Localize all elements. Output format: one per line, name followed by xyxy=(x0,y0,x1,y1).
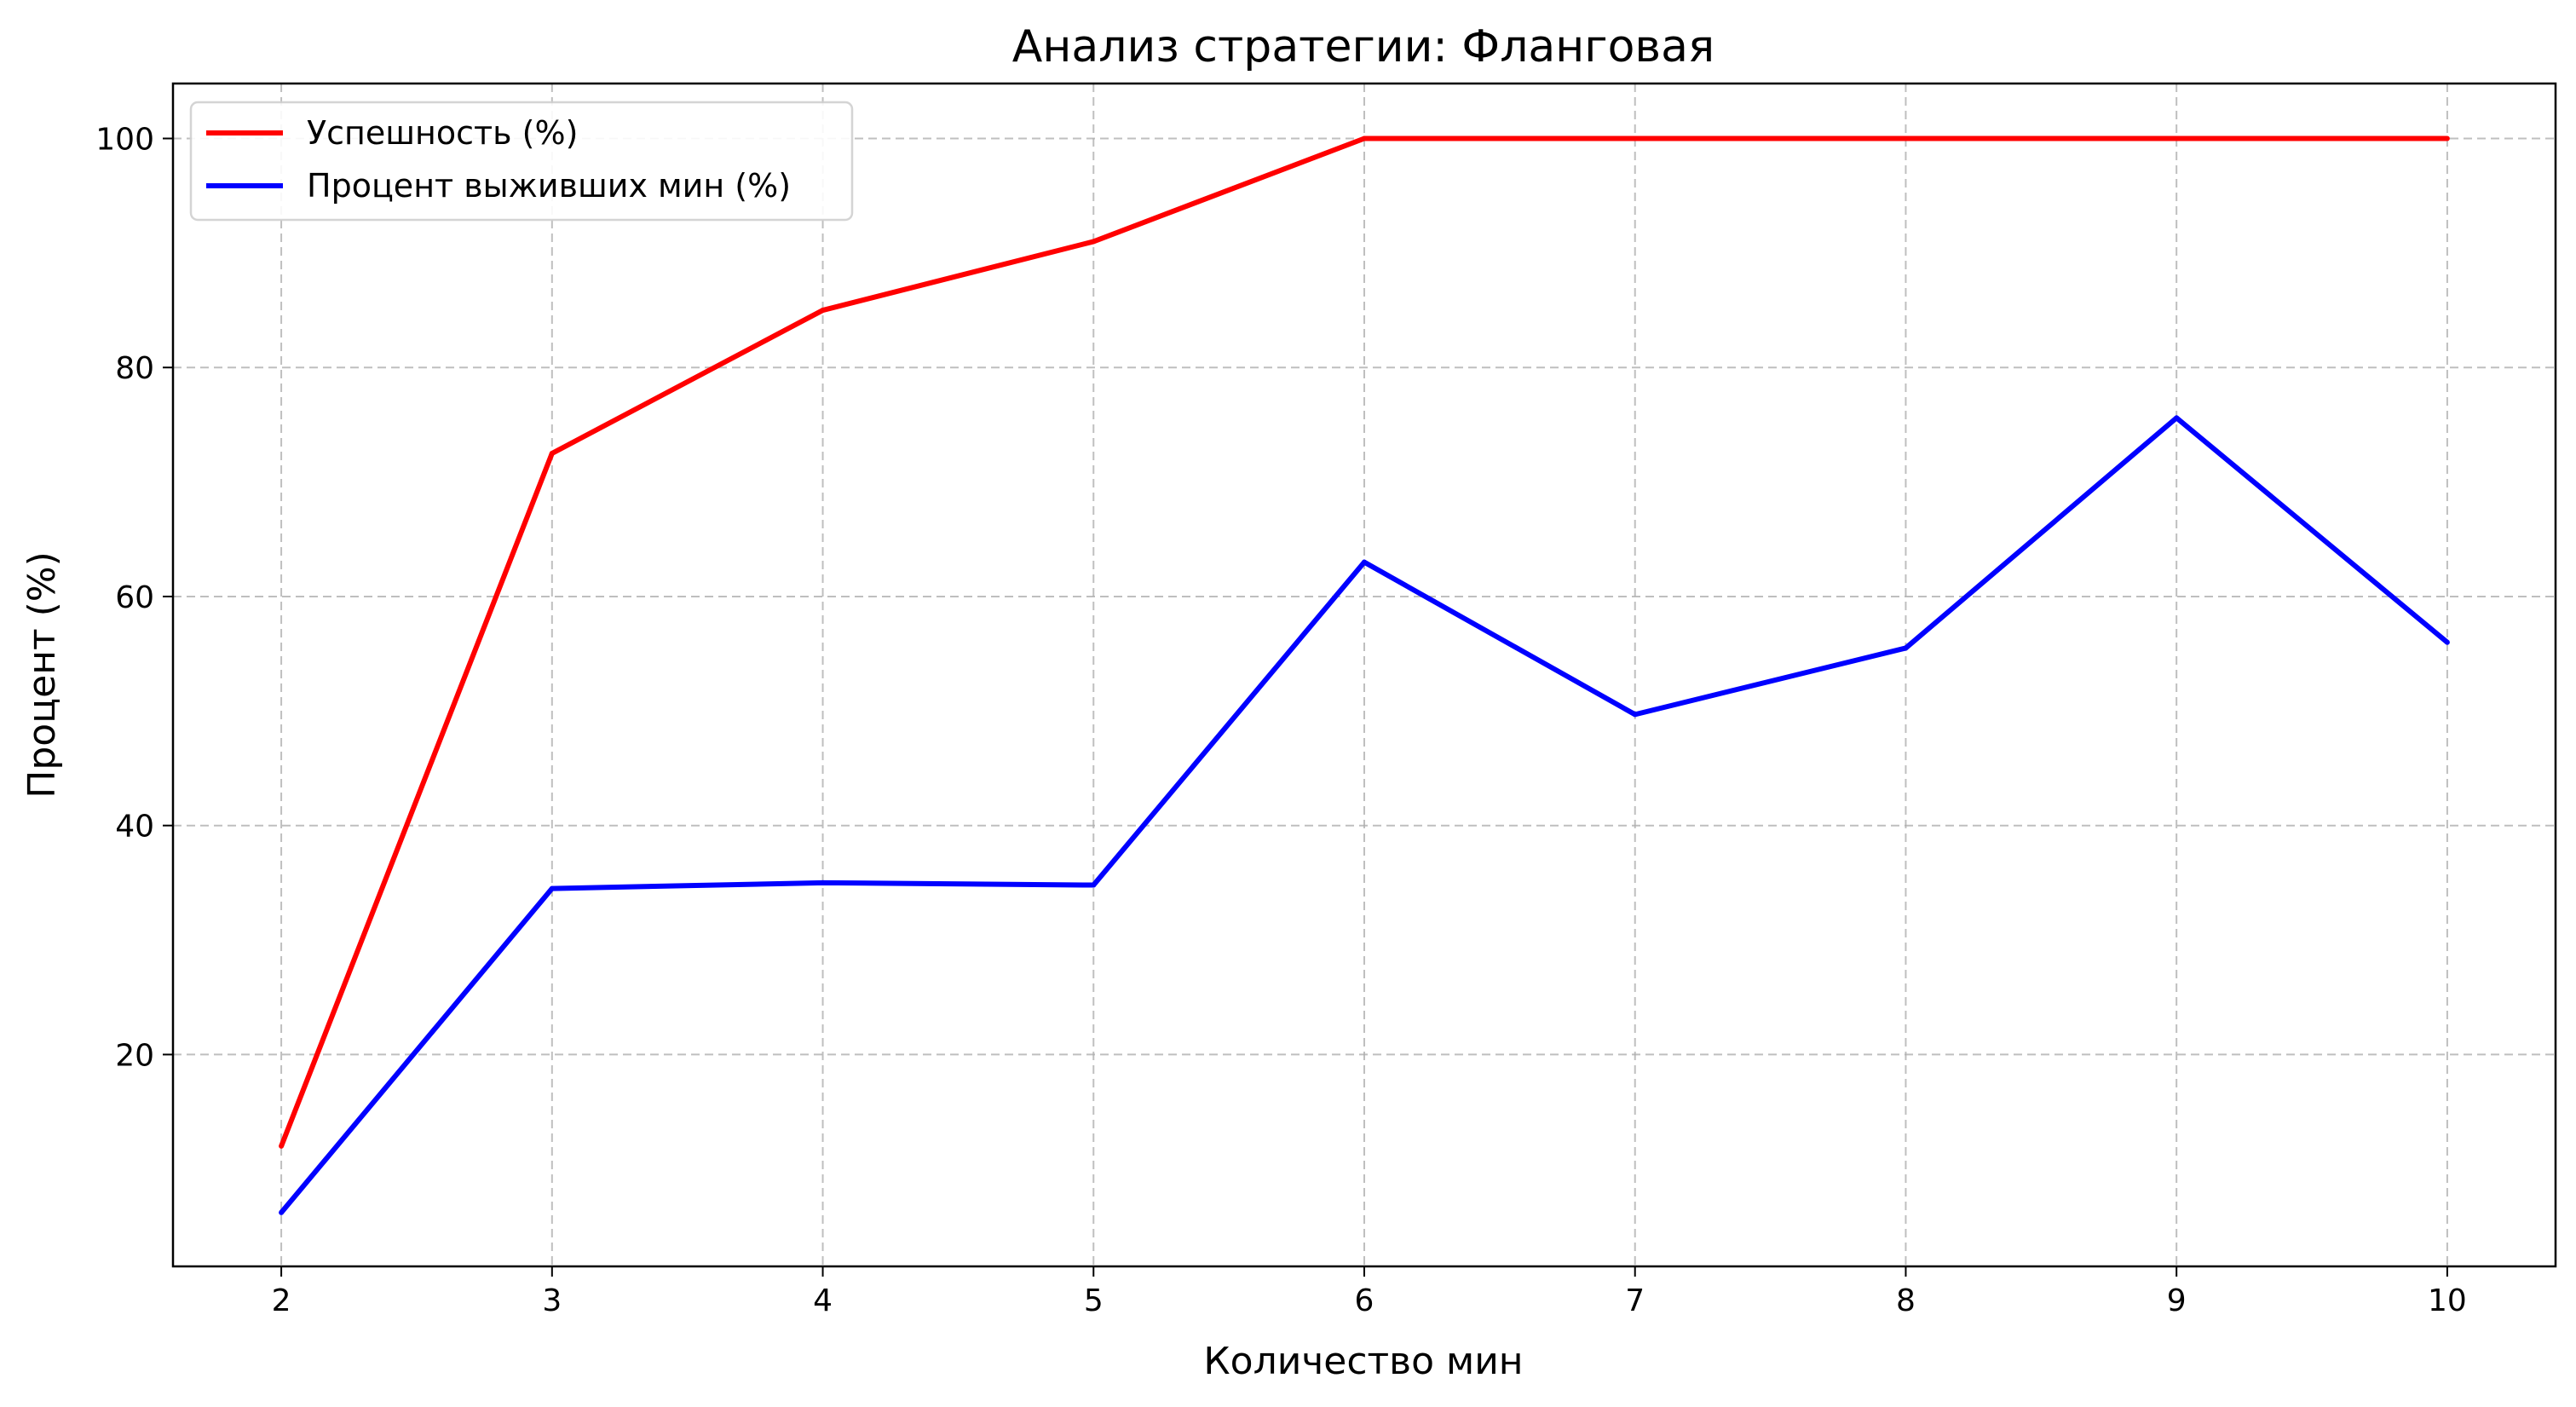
x-tick-label: 2 xyxy=(272,1283,291,1318)
legend: Успешность (%) Процент выживших мин (%) xyxy=(189,101,854,222)
x-axis-label: Количество мин xyxy=(1203,1340,1523,1383)
series-2-point xyxy=(2174,415,2180,421)
series-2-point xyxy=(1091,882,1097,888)
series-1-point xyxy=(1903,136,1909,141)
x-tick-label: 9 xyxy=(2167,1283,2187,1318)
series-2-point xyxy=(820,879,826,885)
y-tick-label: 40 xyxy=(115,810,154,845)
x-tick-label: 8 xyxy=(1896,1283,1916,1318)
tick-layer: 2 3 4 5 6 7 8 9 10 20 40 60 80 100 xyxy=(95,122,2467,1318)
series-1-point xyxy=(820,308,826,314)
series-2-point xyxy=(1362,559,1367,565)
series-2-point xyxy=(279,1209,285,1215)
plot-frame xyxy=(171,82,2557,1268)
y-axis-label: Процент (%) xyxy=(20,551,64,798)
x-tick-label: 5 xyxy=(1084,1283,1104,1318)
y-tick-label: 60 xyxy=(115,580,154,615)
series-1-point xyxy=(2174,136,2180,141)
series-1-point xyxy=(1091,239,1097,245)
series-2-point xyxy=(2444,639,2450,645)
x-tick-label: 7 xyxy=(1625,1283,1645,1318)
y-tick-label: 80 xyxy=(115,351,154,386)
x-tick-label: 4 xyxy=(813,1283,833,1318)
series-1-point xyxy=(2444,136,2450,141)
legend-label-1: Успешность (%) xyxy=(307,114,578,152)
series-1-point xyxy=(1632,136,1638,141)
series-2-point xyxy=(549,885,555,891)
series-1-point xyxy=(279,1143,285,1149)
x-tick-label: 10 xyxy=(2428,1283,2467,1318)
legend-box xyxy=(189,101,854,222)
grid-layer xyxy=(173,84,2556,1266)
series-1-point xyxy=(549,451,555,457)
series-2-point xyxy=(1903,645,1909,651)
legend-label-2: Процент выживших мин (%) xyxy=(307,167,791,205)
series-2-point xyxy=(1632,712,1638,718)
series-1-point xyxy=(1362,136,1367,141)
series-layer xyxy=(279,136,2450,1215)
x-tick-label: 3 xyxy=(542,1283,562,1318)
chart-title: Анализ стратегии: Фланговая xyxy=(1012,21,1714,72)
y-tick-label: 100 xyxy=(95,122,154,157)
y-tick-label: 20 xyxy=(115,1038,154,1073)
x-tick-label: 6 xyxy=(1355,1283,1374,1318)
